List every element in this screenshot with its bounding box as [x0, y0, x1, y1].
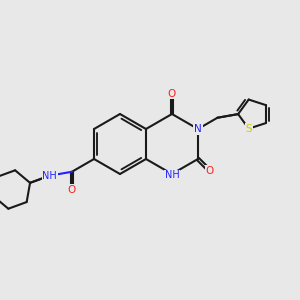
Text: O: O — [68, 185, 76, 195]
Text: O: O — [168, 88, 176, 99]
Text: NH: NH — [165, 170, 179, 181]
Text: NH: NH — [42, 171, 57, 181]
Text: O: O — [206, 166, 214, 176]
Text: N: N — [194, 124, 202, 134]
Text: S: S — [245, 124, 252, 134]
